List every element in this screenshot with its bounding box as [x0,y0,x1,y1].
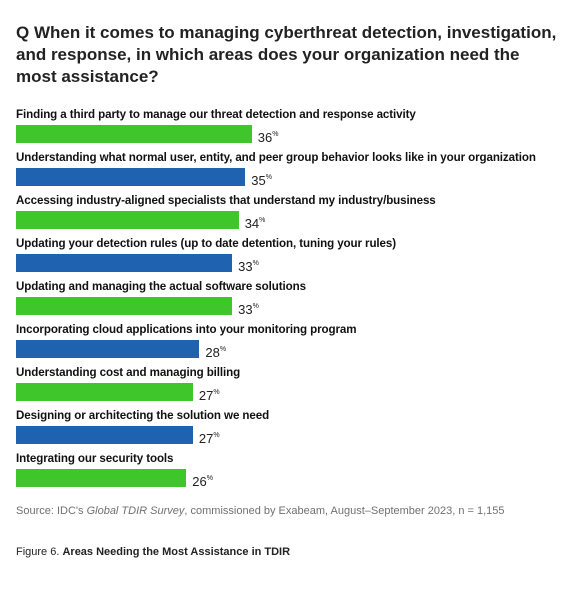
data-label-unit: % [219,346,227,353]
data-label: 36% [258,125,279,147]
data-label-unit: % [259,217,266,224]
data-label: 35% [251,168,272,190]
data-label: 28% [205,340,226,362]
source-note: Source: IDC's Global TDIR Survey, commis… [16,505,505,517]
data-label-value: 28 [205,345,220,360]
category-label: Updating your detection rules (up to dat… [16,237,397,250]
data-label-unit: % [213,432,220,439]
data-label-unit: % [213,389,220,396]
category-label: Updating and managing the actual softwar… [16,280,306,293]
data-label-value: 26 [192,474,207,489]
bar [16,426,193,444]
data-label-value: 34 [244,216,260,231]
data-label-unit: % [265,174,272,181]
bar-row: Updating and managing the actual softwar… [16,280,564,323]
data-label-value: 35 [251,173,266,188]
data-label: 34% [245,211,266,233]
figure-caption: Figure 6. Areas Needing the Most Assista… [16,546,290,558]
category-label: Integrating our security tools [16,452,174,465]
data-label-value: 36 [257,130,273,145]
data-label-unit: % [252,303,259,310]
bar-row: Understanding what normal user, entity, … [16,151,564,194]
bar [16,254,233,272]
data-label-value: 27 [198,388,214,403]
bar [16,297,233,315]
bar-row: Designing or architecting the solution w… [16,409,564,452]
bar-row: Understanding cost and managing billing 2… [16,366,564,409]
source-suffix: , commissioned by Exabeam, August–Septem… [184,505,505,517]
data-label: 33% [238,297,259,319]
chart-question: Q When it comes to managing cyberthreat … [16,23,557,86]
bar [16,340,200,358]
bar-row: Updating your detection rules (up to dat… [16,237,564,280]
source-prefix: Source: IDC's [16,505,87,517]
bar [16,383,193,401]
category-label: Accessing industry-aligned specialists t… [16,194,436,207]
bar [16,469,187,487]
category-label: Finding a third party to manage our thre… [16,108,416,121]
bar [16,211,239,229]
bar-row: Incorporating cloud applications into yo… [16,323,564,366]
figure-label: Figure 6. [16,546,63,558]
bar-row: Integrating our security tools 26% [16,452,564,495]
data-label: 26% [192,469,213,491]
data-label: 33% [238,254,259,276]
category-label: Understanding cost and managing billing [16,366,241,379]
data-label-unit: % [252,260,259,267]
bar [16,125,252,143]
data-label: 27% [199,426,220,448]
data-label-value: 33 [238,259,253,274]
data-label-unit: % [206,475,213,482]
figure-title: Areas Needing the Most Assistance in TDI… [62,546,291,558]
bar-row: Finding a third party to manage our thre… [16,108,564,151]
bar-row: Accessing industry-aligned specialists t… [16,194,564,237]
category-label: Incorporating cloud applications into yo… [16,323,357,336]
category-label: Understanding what normal user, entity, … [16,151,536,164]
bar-chart: Finding a third party to manage our thre… [16,108,564,495]
data-label-value: 27 [198,431,214,446]
source-survey-name: Global TDIR Survey [86,505,185,517]
bar [16,168,246,186]
data-label: 27% [199,383,220,405]
category-label: Designing or architecting the solution w… [16,409,270,422]
data-label-value: 33 [238,302,253,317]
data-label-unit: % [272,131,279,138]
